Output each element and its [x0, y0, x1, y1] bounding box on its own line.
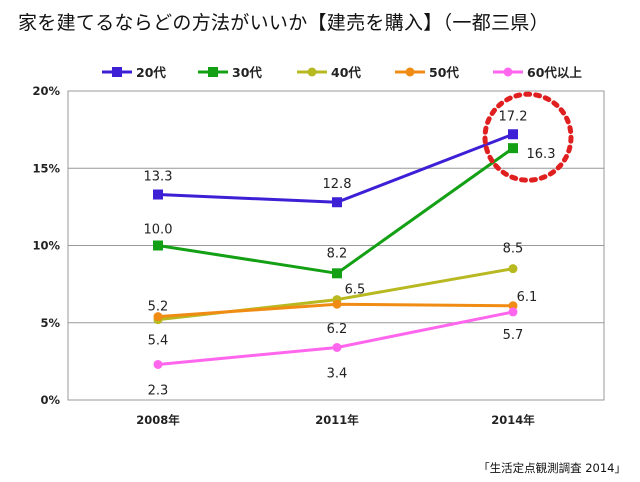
data-label: 5.4 [148, 334, 169, 349]
data-point-circle [508, 301, 518, 311]
annotation [482, 91, 574, 183]
data-label: 6.2 [327, 322, 348, 337]
legend-marker [503, 67, 513, 77]
data-point-square [508, 143, 518, 154]
x-tick-label: 2008年 [136, 413, 180, 427]
legend-marker [208, 67, 218, 77]
data-label: 16.3 [527, 147, 556, 162]
legend-label: 60代以上 [527, 65, 582, 80]
data-label: 17.2 [499, 109, 528, 124]
x-tick-label: 2014年 [491, 413, 535, 427]
data-point-square [332, 268, 342, 279]
axes: 0% 5% 10% 15% 20% 2008年 2011年 2014年 [32, 84, 535, 427]
highlight-circle [482, 91, 574, 183]
data-labels: 13.3 12.8 17.2 10.0 8.2 16.3 5.2 6.5 8.5 5.4 6.2 6.… [144, 109, 556, 398]
legend-marker [405, 67, 415, 77]
data-label: 5.2 [148, 300, 169, 315]
data-label: 12.8 [323, 177, 352, 192]
series-line-5 [157, 310, 514, 366]
data-point-square [153, 240, 163, 251]
legend-label: 20代 [136, 65, 166, 80]
data-label: 10.0 [144, 223, 173, 238]
y-tick-label: 15% [32, 161, 60, 175]
data-point-circle [332, 342, 342, 352]
legend-label: 40代 [331, 65, 361, 80]
legend-label: 50代 [429, 65, 459, 80]
data-label: 2.3 [148, 383, 169, 398]
legend: 20代 30代 40代 50代 60代以上 [102, 65, 582, 80]
data-label: 13.3 [144, 170, 173, 185]
x-tick-label: 2011年 [315, 413, 359, 427]
data-label: 3.4 [327, 366, 348, 381]
data-point-circle [508, 307, 518, 317]
data-label: 8.2 [327, 246, 348, 261]
y-tick-label: 10% [32, 239, 60, 253]
data-point-square [332, 197, 342, 208]
data-label: 8.5 [503, 242, 524, 257]
chart-title: 家を建てるならどの方法がいいか【建売を購入】（一都三県） [18, 12, 549, 34]
y-tick-label: 0% [40, 393, 60, 407]
legend-marker [112, 67, 122, 77]
source-note: 「生活定点観測調査 2014」 [478, 461, 626, 475]
data-point-square [508, 129, 518, 140]
data-point-square [153, 189, 163, 200]
data-point-circle [153, 359, 163, 369]
data-point-circle [153, 312, 163, 322]
legend-marker [307, 67, 317, 77]
y-tick-label: 5% [40, 316, 60, 330]
legend-label: 30代 [232, 65, 262, 80]
series-lines [153, 129, 518, 369]
data-label: 6.1 [517, 290, 538, 305]
data-label: 5.7 [503, 328, 524, 343]
data-label: 6.5 [345, 283, 366, 298]
data-point-circle [508, 264, 518, 274]
y-tick-label: 20% [32, 84, 60, 98]
data-point-circle [332, 299, 342, 309]
